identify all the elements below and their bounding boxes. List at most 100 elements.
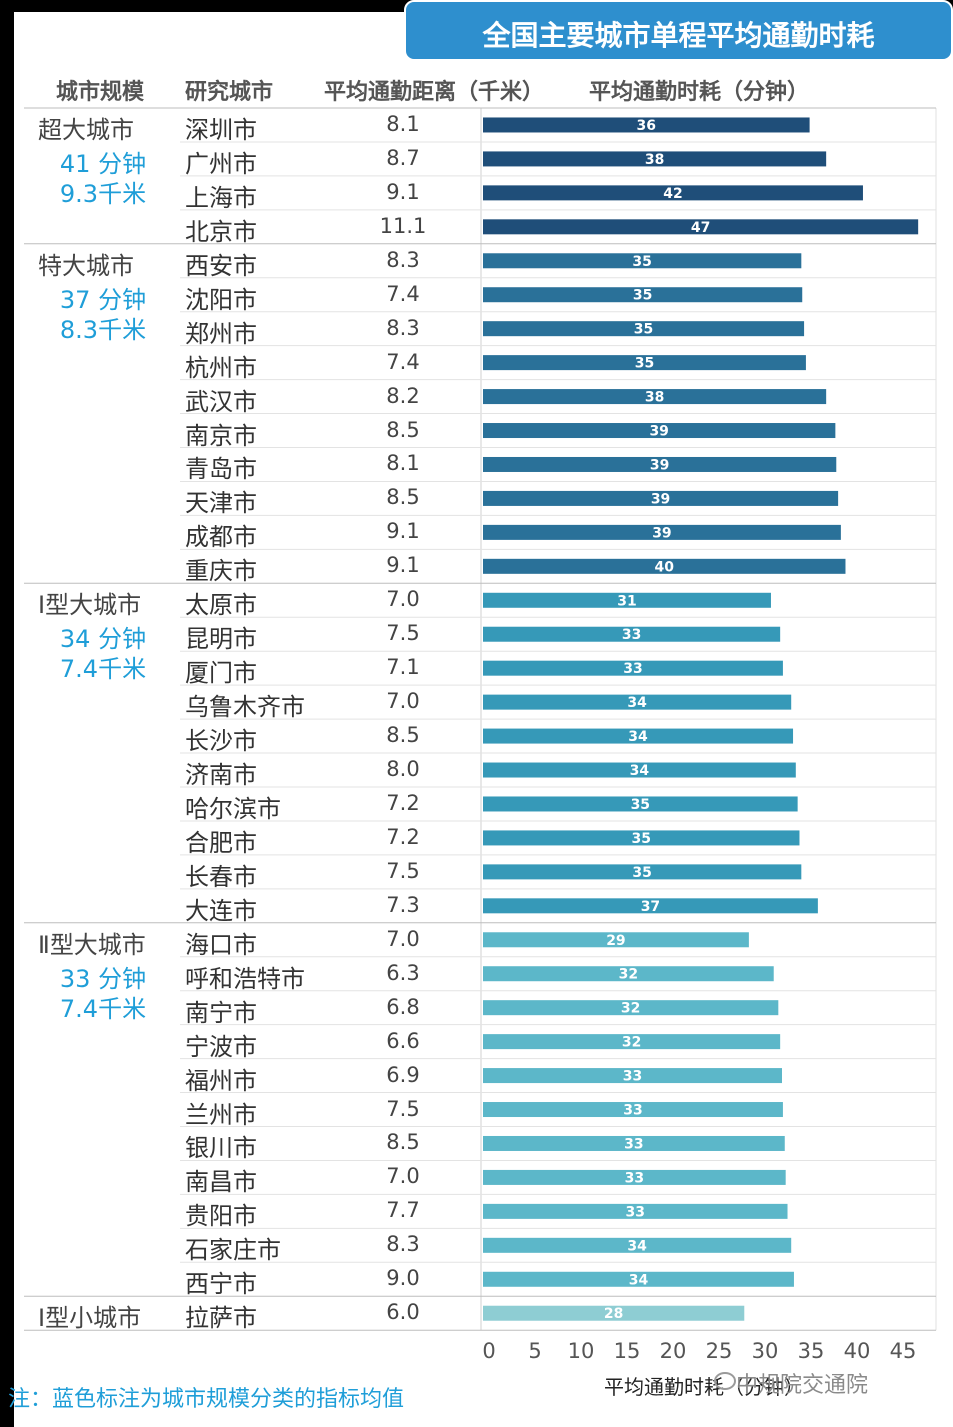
- bar: [483, 864, 802, 880]
- bar-value-label: 35: [632, 254, 651, 270]
- distance-value: 7.4: [386, 281, 420, 306]
- group-avg-distance: 8.3千米: [59, 315, 147, 344]
- bar-value-label: 39: [651, 491, 670, 507]
- bar: [483, 117, 810, 133]
- bar: [483, 694, 792, 710]
- bar: [483, 1102, 783, 1118]
- city-name: 西安市: [185, 251, 257, 280]
- bar: [483, 355, 806, 371]
- distance-value: 8.1: [386, 111, 420, 136]
- bar-value-label: 35: [635, 356, 654, 372]
- bar-value-label: 47: [691, 220, 710, 236]
- city-name: 杭州市: [185, 353, 257, 382]
- distance-value: 7.3: [386, 892, 420, 917]
- group-name: Ⅰ型大城市: [38, 591, 142, 620]
- city-name: 广州市: [185, 149, 257, 178]
- city-name: 长春市: [185, 862, 257, 891]
- group-name: 超大城市: [38, 115, 134, 144]
- bar-value-label: 33: [623, 1069, 642, 1085]
- distance-value: 9.1: [386, 179, 420, 204]
- city-name: 天津市: [185, 489, 257, 518]
- header-time: 平均通勤时耗（分钟）: [589, 80, 810, 105]
- city-name: 长沙市: [185, 727, 257, 756]
- bar: [483, 728, 794, 744]
- bar: [483, 1169, 786, 1185]
- city-name: 厦门市: [185, 659, 257, 688]
- bar-value-label: 37: [641, 899, 660, 915]
- bar-value-label: 34: [627, 1238, 647, 1254]
- bar: [483, 253, 802, 269]
- bar-value-label: 35: [631, 797, 650, 813]
- bar: [483, 966, 774, 982]
- group-avg-time: 37 分钟: [59, 285, 147, 314]
- distance-value: 7.5: [386, 858, 420, 883]
- bar-value-label: 33: [623, 1103, 642, 1119]
- bar-value-label: 35: [632, 865, 651, 881]
- bar-value-label: 36: [637, 118, 656, 134]
- bar-value-label: 34: [630, 763, 650, 779]
- header-distance: 平均通勤距离（千米）: [324, 80, 545, 105]
- header-city: 研究城市: [185, 80, 274, 105]
- city-name: 哈尔滨市: [185, 794, 281, 823]
- city-name: 合肥市: [185, 828, 257, 857]
- city-name: 沈阳市: [185, 285, 257, 314]
- bar: [483, 1135, 785, 1151]
- bar: [483, 1000, 779, 1016]
- city-name: 南宁市: [185, 998, 257, 1027]
- bar: [483, 1068, 782, 1084]
- group-avg-distance: 7.4千米: [59, 994, 147, 1023]
- city-name: 石家庄市: [185, 1236, 281, 1265]
- x-tick-label: 35: [798, 1339, 825, 1363]
- distance-value: 9.0: [386, 1266, 420, 1291]
- distance-value: 7.5: [386, 621, 420, 646]
- bar: [483, 660, 783, 676]
- bar: [483, 389, 827, 405]
- bar-value-label: 35: [633, 288, 652, 304]
- x-tick-label: 10: [568, 1339, 595, 1363]
- distance-value: 7.0: [386, 689, 420, 714]
- city-name: 乌鲁木齐市: [185, 693, 305, 722]
- chart-title: 全国主要城市单程平均通勤时耗: [482, 19, 875, 52]
- x-axis-title: 平均通勤时耗（分钟）: [604, 1375, 804, 1399]
- bar-value-label: 40: [654, 559, 674, 575]
- group-name: 特大城市: [38, 251, 134, 280]
- group-name: Ⅰ型小城市: [38, 1304, 142, 1333]
- x-tick-label: 0: [482, 1339, 495, 1363]
- bar: [483, 932, 749, 948]
- bar-value-label: 33: [625, 1170, 644, 1186]
- x-tick-label: 15: [614, 1339, 641, 1363]
- bar: [483, 456, 837, 472]
- bar-value-label: 32: [619, 967, 638, 983]
- bar-value-label: 33: [626, 1204, 645, 1220]
- distance-value: 8.5: [386, 723, 420, 748]
- footnote: 注：蓝色标注为城市规模分类的指标均值: [8, 1387, 405, 1412]
- bar-value-label: 39: [649, 424, 668, 440]
- bar: [483, 524, 841, 540]
- wechat-icon: [714, 1372, 736, 1390]
- bar: [483, 185, 863, 201]
- city-name: 大连市: [185, 896, 257, 925]
- bar-value-label: 34: [627, 695, 647, 711]
- distance-value: 9.1: [386, 519, 420, 544]
- bar-value-label: 42: [663, 186, 682, 202]
- group-avg-distance: 9.3千米: [59, 179, 147, 208]
- x-tick-label: 30: [752, 1339, 779, 1363]
- bar-value-label: 33: [624, 1136, 643, 1152]
- city-name: 成都市: [185, 523, 257, 552]
- distance-value: 7.0: [386, 1164, 420, 1189]
- bar: [483, 1237, 792, 1253]
- distance-value: 6.3: [386, 960, 420, 985]
- bar-value-label: 35: [634, 322, 653, 338]
- distance-value: 8.2: [386, 383, 420, 408]
- bar-value-label: 28: [604, 1306, 623, 1322]
- distance-value: 6.8: [386, 994, 420, 1019]
- city-name: 呼和浩特市: [185, 964, 305, 993]
- bar-value-label: 35: [631, 831, 650, 847]
- distance-value: 8.5: [386, 1130, 420, 1155]
- x-tick-label: 40: [844, 1339, 871, 1363]
- bar-value-label: 32: [622, 1035, 641, 1051]
- city-name: 贵阳市: [185, 1202, 257, 1231]
- x-tick-label: 25: [706, 1339, 733, 1363]
- group-avg-time: 41 分钟: [59, 149, 147, 178]
